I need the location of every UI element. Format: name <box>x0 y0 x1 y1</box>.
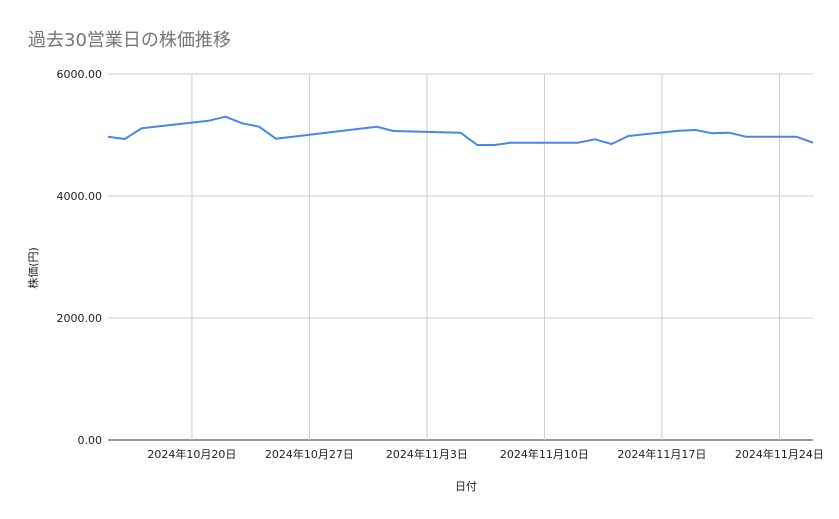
x-axis-ticks: 2024年10月20日 2024年10月27日 2024年11月3日 2024年11月… <box>147 447 824 461</box>
x-tick-label: 2024年11月3日 <box>386 447 468 461</box>
x-tick-label: 2024年10月20日 <box>147 447 236 461</box>
x-tick-label: 2024年11月17日 <box>617 447 706 461</box>
y-tick-label: 2000.00 <box>57 312 103 325</box>
y-axis-ticks: 0.00 2000.00 4000.00 6000.00 <box>57 68 103 447</box>
x-tick-label: 2024年11月10日 <box>500 447 589 461</box>
series-line <box>107 115 814 146</box>
y-tick-label: 6000.00 <box>57 68 103 81</box>
price-line <box>107 115 814 146</box>
gridlines <box>108 73 813 441</box>
x-tick-label: 2024年11月24日 <box>735 447 824 461</box>
y-tick-label: 4000.00 <box>57 190 103 203</box>
chart-title: 過去30営業日の株価推移 <box>28 30 231 51</box>
y-axis-label: 株価(円) <box>26 247 40 289</box>
x-axis-label: 日付 <box>455 480 477 493</box>
x-tick-label: 2024年10月27日 <box>265 447 354 461</box>
y-tick-label: 0.00 <box>78 434 103 447</box>
